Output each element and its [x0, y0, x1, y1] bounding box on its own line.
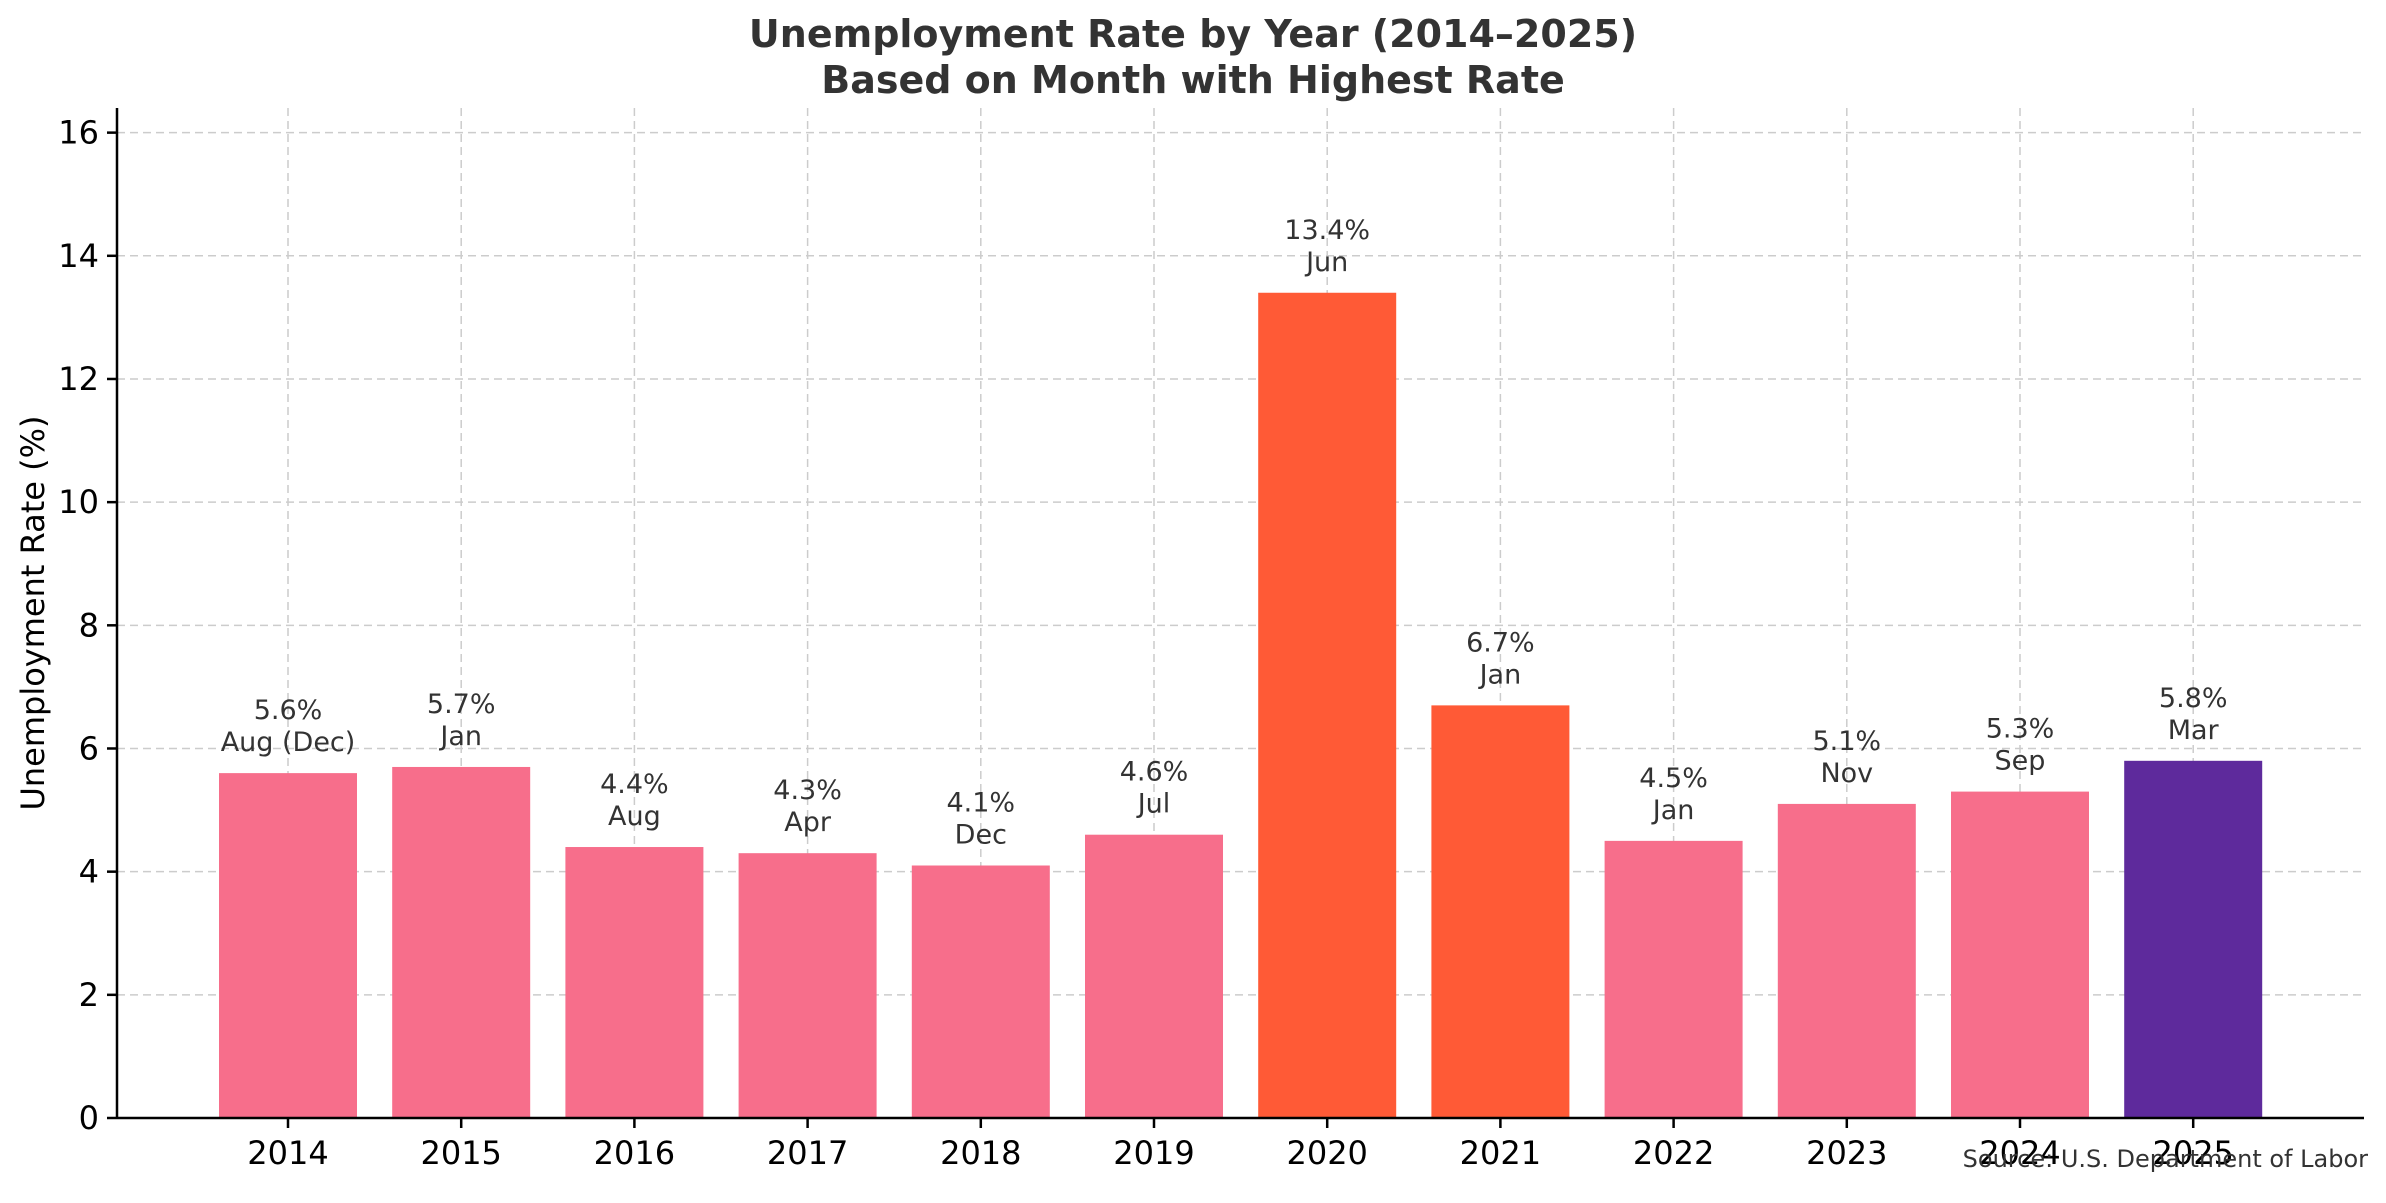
bar-2017 [738, 853, 877, 1118]
month-label-2015: Jan [438, 721, 482, 752]
value-label-2019: 4.6% [1120, 757, 1189, 788]
bar-2023 [1777, 803, 1916, 1118]
bar-2022 [1604, 840, 1743, 1118]
x-tick-label-2023: 2023 [1806, 1134, 1887, 1172]
y-tick-label: 12 [58, 360, 99, 398]
month-label-2022: Jan [1651, 795, 1695, 826]
month-label-2018: Dec [955, 820, 1007, 851]
month-label-2021: Jan [1478, 659, 1522, 690]
y-tick-label: 0 [79, 1099, 99, 1137]
y-tick-label: 16 [58, 114, 99, 152]
y-tick-label: 6 [79, 729, 99, 767]
value-label-2016: 4.4% [600, 769, 669, 800]
value-label-2020: 13.4% [1284, 215, 1370, 246]
month-label-2023: Nov [1820, 758, 1873, 789]
value-label-2021: 6.7% [1466, 627, 1535, 658]
y-axis-label: Unemployment Rate (%) [14, 415, 52, 810]
value-label-2015: 5.7% [427, 689, 496, 720]
value-label-2018: 4.1% [946, 788, 1015, 819]
chart-title: Unemployment Rate by Year (2014–2025) [748, 12, 1638, 56]
bars: 5.6%Aug (Dec)5.7%Jan4.4%Aug4.3%Apr4.1%De… [219, 215, 2263, 1118]
x-tick-label-2019: 2019 [1113, 1134, 1194, 1172]
month-label-2025: Mar [2168, 715, 2220, 746]
y-tick-label: 8 [79, 606, 99, 644]
month-label-2024: Sep [1995, 746, 2046, 777]
y-tick-label: 2 [79, 976, 99, 1014]
source-note: Source: U.S. Department of Labor [1962, 1145, 2368, 1173]
x-tick-label-2020: 2020 [1286, 1134, 1367, 1172]
y-tick-label: 14 [58, 237, 99, 275]
month-label-2016: Aug [608, 801, 661, 832]
month-label-2020: Jun [1304, 247, 1348, 278]
value-label-2017: 4.3% [773, 775, 842, 806]
bar-2025 [2124, 760, 2263, 1118]
value-label-2023: 5.1% [1812, 726, 1881, 757]
x-tick-label-2017: 2017 [767, 1134, 848, 1172]
x-tick-label-2024: 2024 [1979, 1134, 2060, 1172]
x-tick-label-2014: 2014 [247, 1134, 328, 1172]
value-label-2025: 5.8% [2159, 683, 2228, 714]
month-label-2014: Aug (Dec) [221, 727, 356, 758]
x-tick-label-2022: 2022 [1633, 1134, 1714, 1172]
month-label-2019: Jul [1136, 789, 1171, 820]
bar-2021 [1431, 705, 1570, 1118]
bar-2019 [1085, 834, 1223, 1118]
y-tick-label: 4 [79, 853, 99, 891]
value-label-2014: 5.6% [254, 695, 323, 726]
x-tick-label-2018: 2018 [940, 1134, 1021, 1172]
x-tick-label-2025: 2025 [2152, 1134, 2233, 1172]
bar-2018 [911, 865, 1050, 1118]
bar-2014 [219, 773, 357, 1118]
y-tick-label: 10 [58, 483, 99, 521]
month-label-2017: Apr [784, 807, 832, 838]
chart-subtitle: Based on Month with Highest Rate [821, 58, 1565, 102]
bar-2020 [1258, 292, 1397, 1118]
bar-2016 [565, 847, 704, 1118]
x-tick-label-2016: 2016 [594, 1134, 675, 1172]
x-tick-label-2015: 2015 [420, 1134, 501, 1172]
x-tick-label-2021: 2021 [1460, 1134, 1541, 1172]
axes: 0 2 4 6 8 10 12 14 16 2014 2015 2016 2017 2018 2019 202… [58, 108, 2364, 1172]
value-label-2024: 5.3% [1986, 714, 2055, 745]
bar-2015 [392, 766, 531, 1118]
value-label-2022: 4.5% [1639, 763, 1708, 794]
bar-2024 [1951, 791, 2089, 1118]
